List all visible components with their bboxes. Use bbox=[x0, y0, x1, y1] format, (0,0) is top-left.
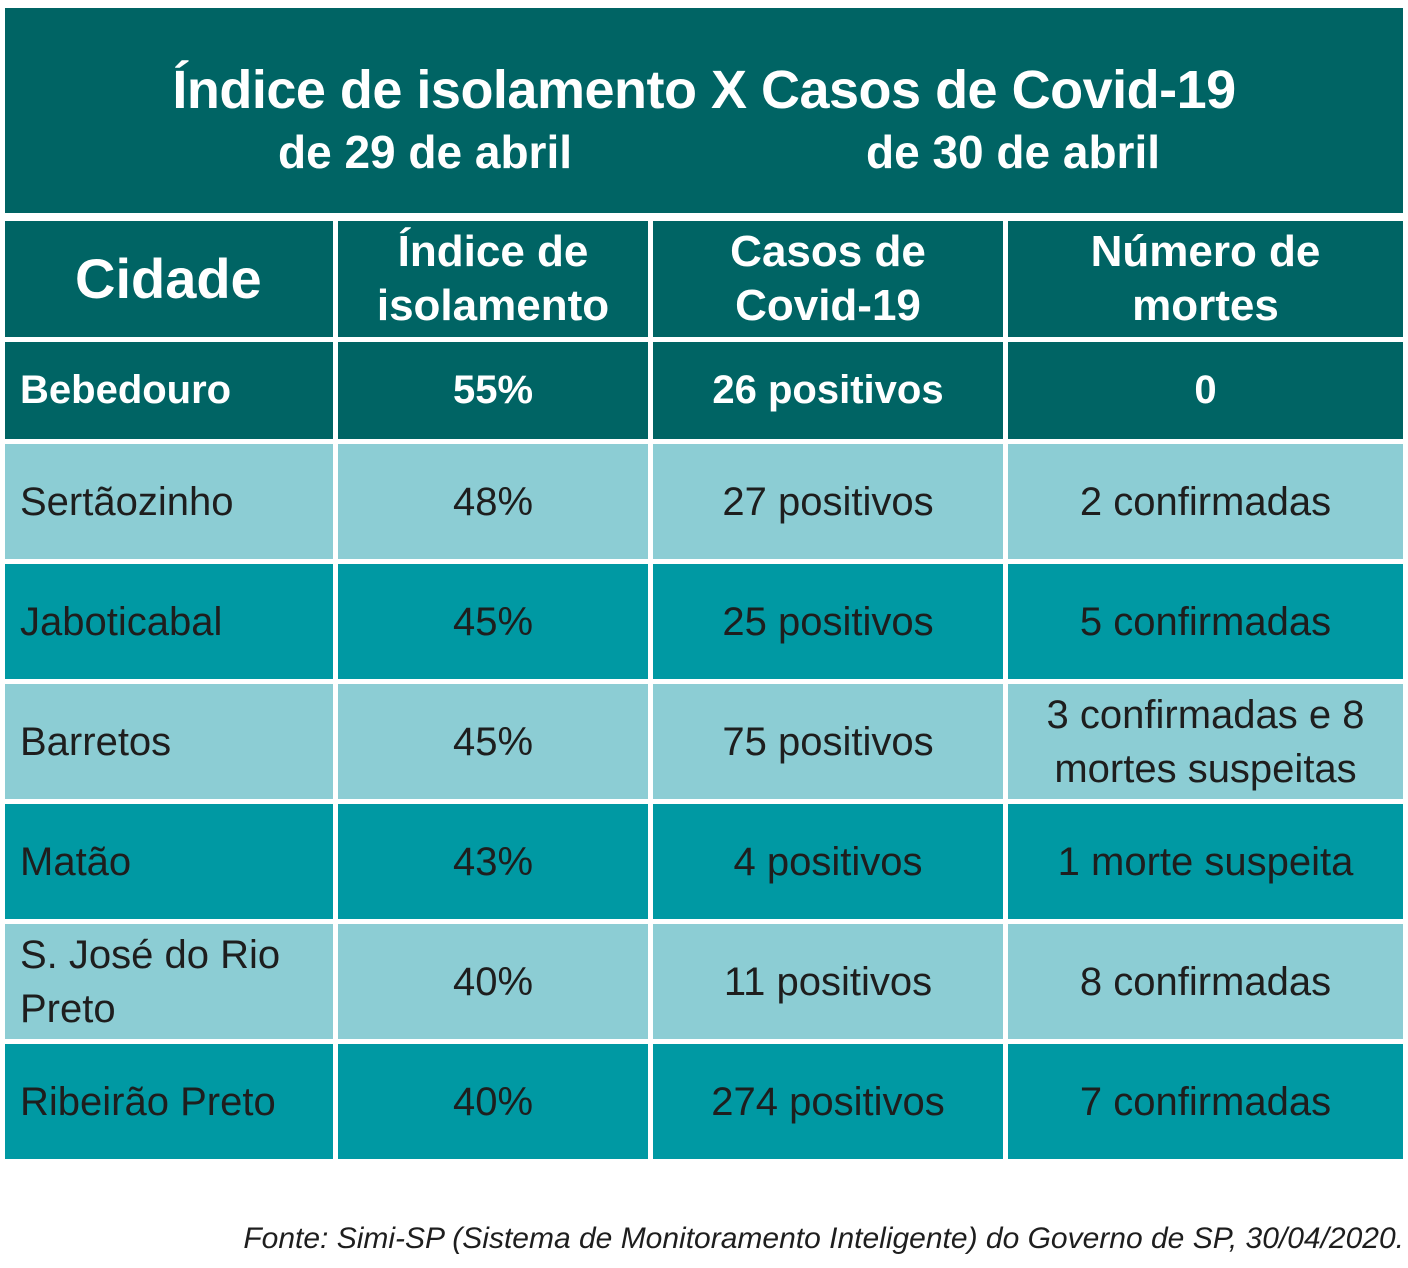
infographic: Índice de isolamento X Casos de Covid-19… bbox=[0, 8, 1408, 1255]
cell-city: Sertãozinho bbox=[5, 444, 333, 559]
cell-isolation: 45% bbox=[338, 684, 648, 799]
table-row: S. José do Rio Preto 40% 11 positivos 8 con… bbox=[5, 924, 1403, 1039]
table-row: Matão 43% 4 positivos 1 morte suspeita bbox=[5, 804, 1403, 919]
header-casos: Casos de Covid-19 bbox=[653, 221, 1003, 337]
table-row: Jaboticabal 45% 25 positivos 5 confirmadas bbox=[5, 564, 1403, 679]
cell-city: Barretos bbox=[5, 684, 333, 799]
cell-city: Ribeirão Preto bbox=[5, 1044, 333, 1159]
cell-cases: 274 positivos bbox=[653, 1044, 1003, 1159]
cell-city: Bebedouro bbox=[5, 342, 333, 439]
cell-deaths: 2 confirmadas bbox=[1008, 444, 1403, 559]
cell-cases: 4 positivos bbox=[653, 804, 1003, 919]
cell-isolation: 40% bbox=[338, 924, 648, 1039]
header-isolamento-line1: Índice de bbox=[397, 227, 589, 276]
title-block: Índice de isolamento X Casos de Covid-19… bbox=[5, 8, 1403, 213]
cell-isolation: 48% bbox=[338, 444, 648, 559]
cell-cases: 26 positivos bbox=[653, 342, 1003, 439]
cell-deaths: 1 morte suspeita bbox=[1008, 804, 1403, 919]
header-mortes: Número de mortes bbox=[1008, 221, 1403, 337]
cell-deaths: 0 bbox=[1008, 342, 1403, 439]
table-header-row: Cidade Índice de isolamento Casos de Cov… bbox=[5, 221, 1403, 337]
cell-deaths: 3 confirmadas e 8 mortes suspeitas bbox=[1008, 684, 1403, 799]
cell-city: S. José do Rio Preto bbox=[5, 924, 333, 1039]
cell-cases: 27 positivos bbox=[653, 444, 1003, 559]
table-row: Bebedouro 55% 26 positivos 0 bbox=[5, 342, 1403, 439]
data-table: Cidade Índice de isolamento Casos de Cov… bbox=[0, 216, 1408, 1164]
cell-deaths: 5 confirmadas bbox=[1008, 564, 1403, 679]
cell-cases: 25 positivos bbox=[653, 564, 1003, 679]
cell-isolation: 55% bbox=[338, 342, 648, 439]
cell-cases: 11 positivos bbox=[653, 924, 1003, 1039]
header-casos-line1: Casos de bbox=[730, 227, 926, 276]
table-row: Ribeirão Preto 40% 274 positivos 7 confirma… bbox=[5, 1044, 1403, 1159]
cell-city: Matão bbox=[5, 804, 333, 919]
cell-cases: 75 positivos bbox=[653, 684, 1003, 799]
cell-isolation: 45% bbox=[338, 564, 648, 679]
table-body: Bebedouro 55% 26 positivos 0 Sertãozinho 48% 2… bbox=[5, 342, 1403, 1159]
cell-isolation: 40% bbox=[338, 1044, 648, 1159]
header-casos-line2: Covid-19 bbox=[735, 281, 921, 330]
chart-title: Índice de isolamento X Casos de Covid-19 bbox=[172, 60, 1236, 120]
cell-deaths: 7 confirmadas bbox=[1008, 1044, 1403, 1159]
header-cidade-label: Cidade bbox=[75, 247, 262, 310]
header-mortes-line1: Número de bbox=[1090, 227, 1321, 276]
table-row: Barretos 45% 75 positivos 3 confirmadas e 8… bbox=[5, 684, 1403, 799]
cell-isolation: 43% bbox=[338, 804, 648, 919]
source-note: Fonte: Simi-SP (Sistema de Monitoramento… bbox=[243, 1222, 1404, 1255]
table-row: Sertãozinho 48% 27 positivos 2 confirmadas bbox=[5, 444, 1403, 559]
subtitle-right: de 30 de abril bbox=[865, 126, 1161, 178]
header-isolamento-line2: isolamento bbox=[376, 281, 610, 330]
header-mortes-line2: mortes bbox=[1132, 281, 1279, 330]
cell-deaths: 8 confirmadas bbox=[1008, 924, 1403, 1039]
header-isolamento: Índice de isolamento bbox=[338, 221, 648, 337]
subtitle-left: de 29 de abril bbox=[277, 126, 573, 178]
cell-city: Jaboticabal bbox=[5, 564, 333, 679]
header-cidade: Cidade bbox=[5, 221, 333, 337]
